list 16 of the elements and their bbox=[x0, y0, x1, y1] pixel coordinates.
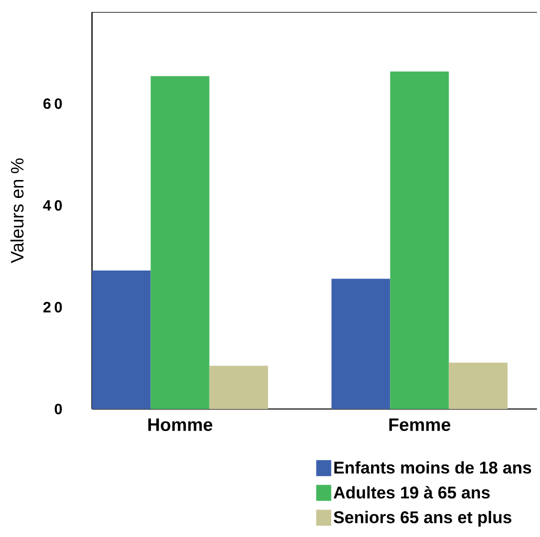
y-tick-label: 2 0 bbox=[43, 302, 62, 312]
bar bbox=[448, 362, 508, 409]
y-tick-label: 6 0 bbox=[43, 98, 62, 109]
y-axis-title: Valeurs en % bbox=[10, 158, 24, 264]
bar bbox=[92, 270, 151, 409]
bar bbox=[209, 366, 268, 409]
legend-label: Seniors 65 ans et plus bbox=[334, 510, 512, 527]
legend-label: Adultes 19 à 65 ans bbox=[334, 486, 490, 499]
bar bbox=[150, 76, 210, 409]
legend-label: Enfants moins de 18 ans bbox=[334, 461, 532, 474]
x-tick-label: Femme bbox=[389, 418, 450, 432]
bar bbox=[390, 72, 449, 409]
bar bbox=[332, 278, 390, 409]
y-tick-label: 4 0 bbox=[43, 200, 62, 211]
x-tick-label: Homme bbox=[148, 418, 212, 432]
y-tick-label: 0 bbox=[54, 404, 62, 414]
